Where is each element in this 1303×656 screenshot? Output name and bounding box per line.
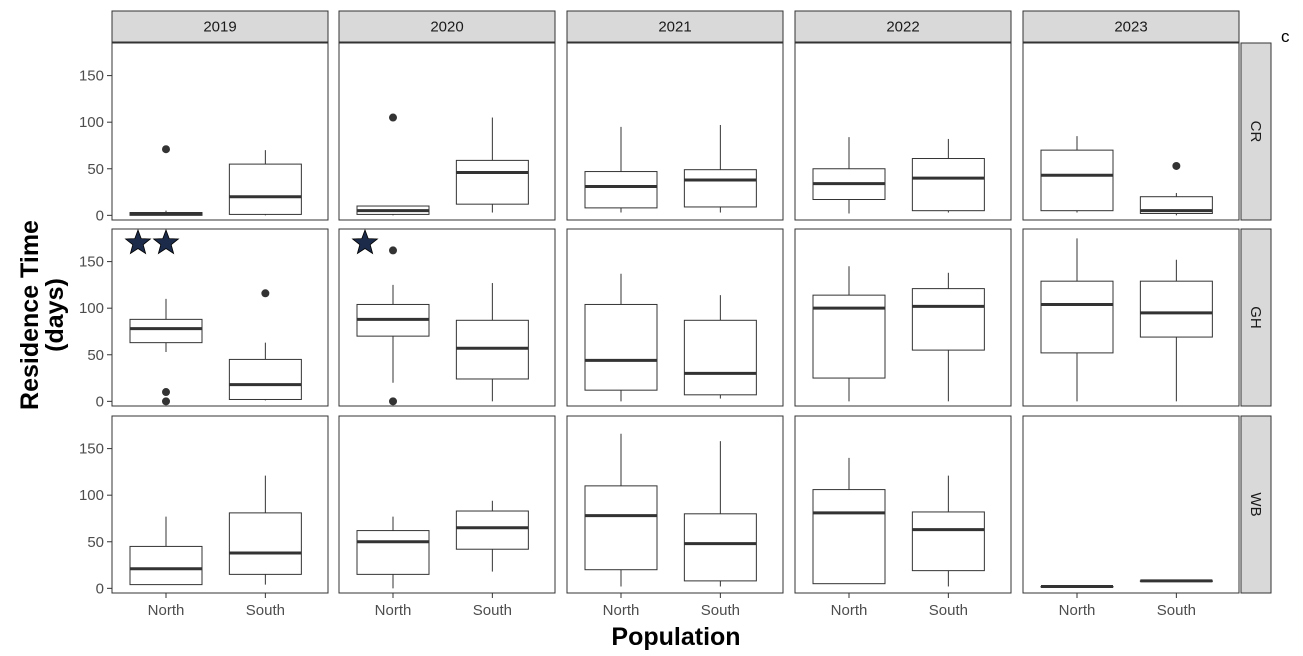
x-tick-label-2020-north: North [375,602,412,619]
facet-strip-label-wb: WB [1247,492,1264,516]
facet-strip-2021 [566,10,784,43]
box-gh-2022-south [911,288,985,351]
facet-strip-label-2023: 2023 [1114,19,1147,36]
y-tick-label-cr-100: 100 [79,114,104,131]
significance-star-icon-gh-2019-1 [152,228,180,255]
y-tick-label-wb-50: 50 [87,534,104,551]
x-tick-label-2019-north: North [148,602,185,619]
box-cr-2021-south [683,169,757,208]
outlier-point-gh-2020-north-1 [389,246,397,255]
box-gh-2023-north [1040,280,1114,354]
facet-strip-2019 [111,10,329,43]
x-tick-label-2021-north: North [603,602,640,619]
x-tick-label-2023-north: North [1059,602,1096,619]
x-tick-label-2023-south: South [1157,602,1196,619]
facet-strip-2020 [338,10,556,43]
y-tick-label-gh-150: 150 [79,254,104,271]
box-wb-2021-north [584,485,658,571]
box-cr-2019-south [228,163,302,215]
box-cr-2021-north [584,171,658,209]
box-wb-2019-south [228,512,302,575]
outlier-point-cr-2023-south-0 [1172,161,1181,170]
box-wb-2020-north [356,530,430,575]
y-tick-label-gh-50: 50 [87,347,104,364]
box-gh-2019-north [129,318,203,344]
box-gh-2021-north [584,303,658,391]
y-axis-label-line1: Residence Time [16,220,44,410]
facet-strip-label-2021: 2021 [658,19,691,36]
facet-strip-label-gh: GH [1247,306,1264,329]
corner-label: c [1281,27,1290,46]
box-gh-2019-south [228,358,302,400]
facet-strip-label-2019: 2019 [203,19,236,36]
y-tick-label-gh-0: 0 [96,393,104,410]
box-gh-2023-south [1139,280,1213,338]
outlier-point-cr-2019-north-0 [162,145,170,154]
y-tick-label-cr-150: 150 [79,68,104,85]
outlier-point-gh-2019-north-1 [162,388,170,397]
facet-strip-cr [1240,42,1272,221]
box-wb-2022-north [812,489,886,585]
box-gh-2021-south [683,319,757,396]
box-wb-2019-north [129,545,203,586]
y-axis-label-line2: (days) [41,278,69,352]
facet-strip-wb [1240,415,1272,594]
y-tick-label-cr-50: 50 [87,161,104,178]
facet-strip-label-2022: 2022 [886,19,919,36]
box-cr-2020-south [455,159,529,205]
x-tick-label-2022-south: South [929,602,968,619]
x-tick-label-2019-south: South [246,602,285,619]
x-tick-label-2022-north: North [831,602,868,619]
facet-strip-2023 [1022,10,1240,43]
facet-strip-2022 [794,10,1012,43]
box-wb-2020-south [455,510,529,550]
x-axis-label: Population [611,623,741,651]
x-tick-label-2020-south: South [473,602,512,619]
significance-star-icon-gh-2019-0 [124,228,152,255]
panel-wb-2023 [1022,415,1240,594]
y-axis-label-wrap: Residence Time (days) [8,190,78,440]
facet-strip-gh [1240,228,1272,407]
y-axis-label: Residence Time (days) [16,190,69,440]
box-cr-2023-north [1040,149,1114,212]
significance-star-icon-gh-2020-0 [351,228,379,255]
y-tick-label-cr-0: 0 [96,207,104,224]
y-tick-label-wb-100: 100 [79,487,104,504]
outlier-point-cr-2020-north-0 [389,113,397,122]
y-tick-label-gh-100: 100 [79,300,104,317]
y-tick-label-wb-150: 150 [79,441,104,458]
outlier-point-gh-2019-north-0 [162,397,170,406]
box-wb-2022-south [911,511,985,572]
y-tick-label-wb-0: 0 [96,580,104,597]
facet-strip-label-cr: CR [1247,121,1264,143]
box-wb-2021-south [683,513,757,582]
box-cr-2022-south [911,158,985,212]
x-tick-label-2021-south: South [701,602,740,619]
outlier-point-gh-2020-north-0 [389,397,397,406]
outlier-point-gh-2019-south-0 [261,289,270,298]
facet-strip-label-2020: 2020 [430,19,463,36]
